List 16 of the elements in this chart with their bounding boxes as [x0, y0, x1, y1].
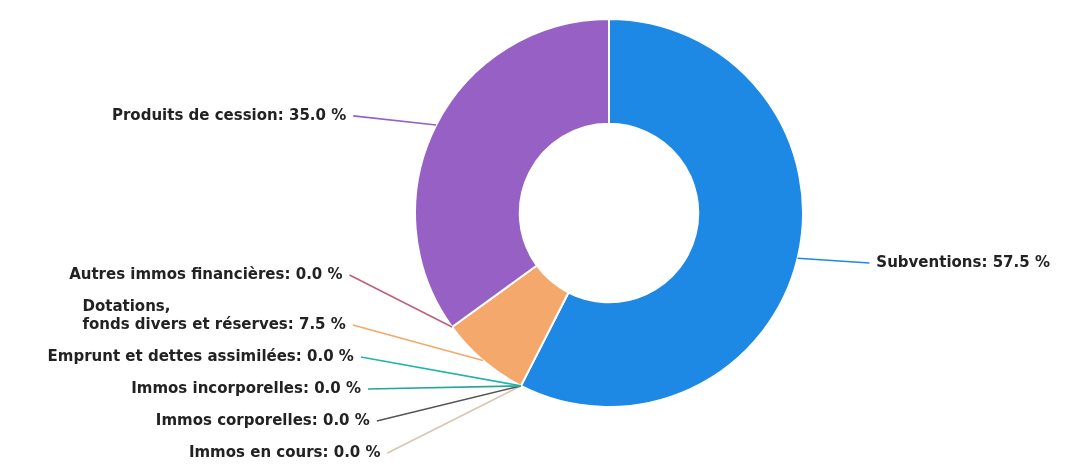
category-label: Immos incorporelles — [131, 378, 303, 397]
category-label: Immos en cours — [188, 442, 323, 461]
category-label: Autres immos financières — [69, 264, 285, 283]
slice-label: Subventions — [876, 252, 982, 271]
text: : 0.0 % — [295, 346, 354, 365]
slice-label: Produits de cession — [111, 105, 278, 124]
data-label: : 35.0 % — [277, 105, 347, 124]
category-label: Immos corporelles — [155, 410, 312, 429]
category-label: Emprunt et dettes assimilées — [47, 346, 296, 365]
data-label: : 57.5 % — [981, 252, 1050, 271]
text: : 0.0 % — [322, 442, 381, 461]
text: : 0.0 % — [311, 410, 370, 429]
text: : 0.0 % — [284, 264, 343, 283]
slice-label: Dotations, fonds divers et réserves — [82, 296, 288, 333]
text: : 0.0 % — [302, 378, 361, 397]
data-label: : 7.5 % — [287, 314, 346, 333]
